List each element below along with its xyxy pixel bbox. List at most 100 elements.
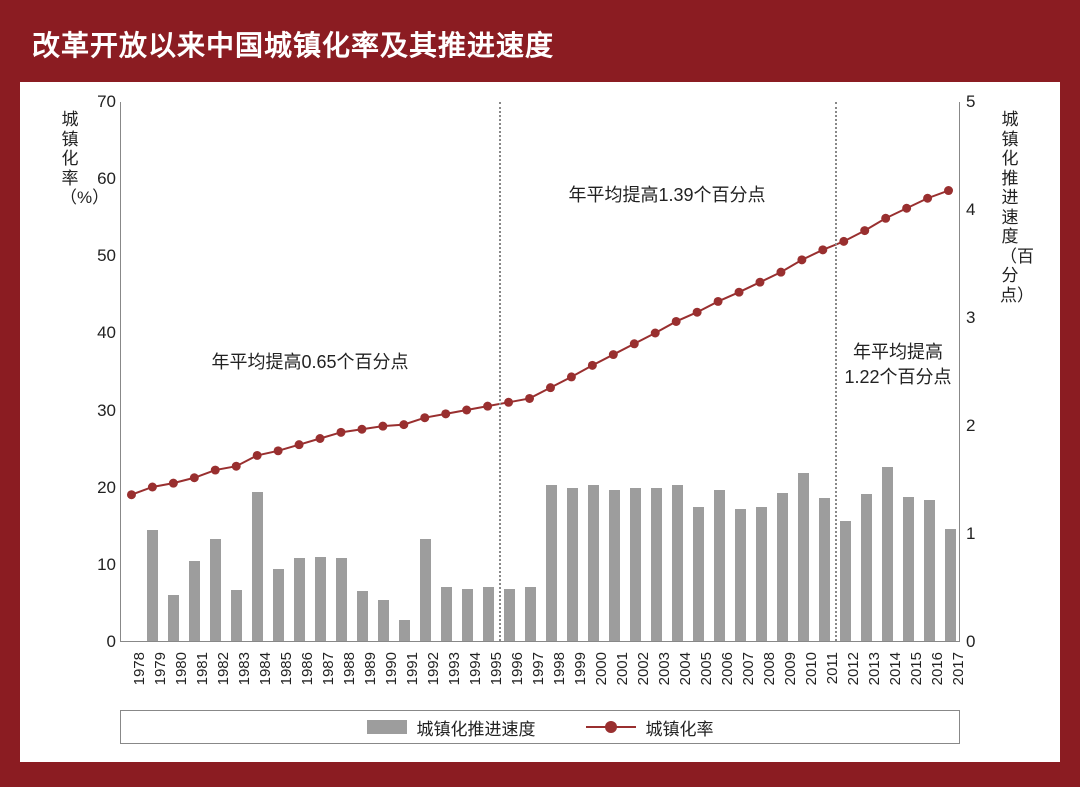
line-marker (630, 339, 639, 348)
bar (777, 493, 789, 641)
line-marker (588, 361, 597, 370)
line-marker (755, 278, 764, 287)
x-tick: 2008 (761, 652, 778, 702)
x-tick: 2004 (677, 652, 694, 702)
bar (693, 507, 705, 641)
bar (903, 497, 915, 641)
bar (546, 485, 558, 641)
line-marker (462, 406, 471, 415)
x-tick: 1993 (446, 652, 463, 702)
line-marker (693, 308, 702, 317)
bar (462, 589, 474, 641)
line-marker (420, 413, 429, 422)
x-tick: 2011 (824, 652, 841, 702)
bar (630, 488, 642, 641)
x-tick: 1989 (362, 652, 379, 702)
legend-item-bars: 城镇化推进速度 (367, 715, 536, 740)
line-marker (525, 394, 534, 403)
segment-divider (499, 102, 501, 641)
bar (483, 587, 495, 641)
y2-axis-label: 城镇化推进速度（百分点） (1000, 110, 1020, 305)
line-marker (902, 204, 911, 213)
line-marker (735, 288, 744, 297)
line-marker (148, 483, 157, 492)
x-tick: 2007 (740, 652, 757, 702)
x-tick: 2009 (782, 652, 799, 702)
line-marker (316, 434, 325, 443)
chart-title: 改革开放以来中国城镇化率及其推进速度 (32, 24, 1048, 64)
bar (294, 558, 306, 641)
y2-tick: 5 (966, 92, 990, 112)
legend-bar-label: 城镇化推进速度 (417, 715, 536, 740)
x-tick: 1996 (509, 652, 526, 702)
bar (189, 561, 201, 641)
line-marker (274, 446, 283, 455)
x-tick: 1985 (278, 652, 295, 702)
line-marker (336, 428, 345, 437)
line-marker (609, 350, 618, 359)
bar (735, 509, 747, 641)
annotation: 年平均提高1.39个百分点 (557, 183, 777, 208)
line-marker (546, 383, 555, 392)
y1-tick: 0 (84, 632, 116, 652)
line-marker (295, 440, 304, 449)
bar (924, 500, 936, 641)
bar (231, 590, 243, 641)
y2-tick: 1 (966, 524, 990, 544)
bar (756, 507, 768, 641)
bar (798, 473, 810, 641)
line-marker (504, 398, 513, 407)
y1-tick: 30 (84, 401, 116, 421)
line-marker (378, 422, 387, 431)
x-tick: 1991 (404, 652, 421, 702)
line-marker (483, 402, 492, 411)
bar (336, 558, 348, 641)
bar (147, 530, 159, 641)
bar (861, 494, 873, 641)
x-tick: 1995 (488, 652, 505, 702)
x-tick: 1988 (341, 652, 358, 702)
x-tick: 1994 (467, 652, 484, 702)
y1-tick: 10 (84, 555, 116, 575)
bar (567, 488, 579, 641)
y1-axis-label: 城镇化率（%） (60, 110, 80, 208)
x-tick: 1978 (131, 652, 148, 702)
bar (525, 587, 537, 641)
line-marker (357, 425, 366, 434)
line-marker (881, 214, 890, 223)
x-tick: 2016 (929, 652, 946, 702)
x-tick: 2014 (887, 652, 904, 702)
x-tick: 1987 (320, 652, 337, 702)
x-tick: 1983 (236, 652, 253, 702)
y1-tick: 40 (84, 323, 116, 343)
x-tick: 2010 (803, 652, 820, 702)
bar (882, 467, 894, 641)
x-tick: 1982 (215, 652, 232, 702)
chart-panel: 城镇化率（%） 城镇化推进速度（百分点） 年平均提高0.65个百分点年平均提高1… (20, 82, 1060, 762)
line-marker (190, 473, 199, 482)
line-marker (232, 462, 241, 471)
x-tick: 2001 (614, 652, 631, 702)
bar (588, 485, 600, 641)
x-tick: 2002 (635, 652, 652, 702)
bar (399, 620, 411, 641)
x-tick: 2013 (866, 652, 883, 702)
bar (210, 539, 222, 641)
bar (672, 485, 684, 641)
line-marker (944, 186, 953, 195)
x-tick: 2015 (908, 652, 925, 702)
line-marker (567, 372, 576, 381)
line-marker (818, 245, 827, 254)
bar (651, 488, 663, 641)
x-tick: 1981 (194, 652, 211, 702)
x-tick: 1998 (551, 652, 568, 702)
bar (504, 589, 516, 641)
x-tick: 2005 (698, 652, 715, 702)
x-tick: 1997 (530, 652, 547, 702)
x-tick: 1984 (257, 652, 274, 702)
line-marker (441, 409, 450, 418)
line-marker (253, 451, 262, 460)
bar (378, 600, 390, 641)
x-tick: 1979 (152, 652, 169, 702)
y1-tick: 20 (84, 478, 116, 498)
